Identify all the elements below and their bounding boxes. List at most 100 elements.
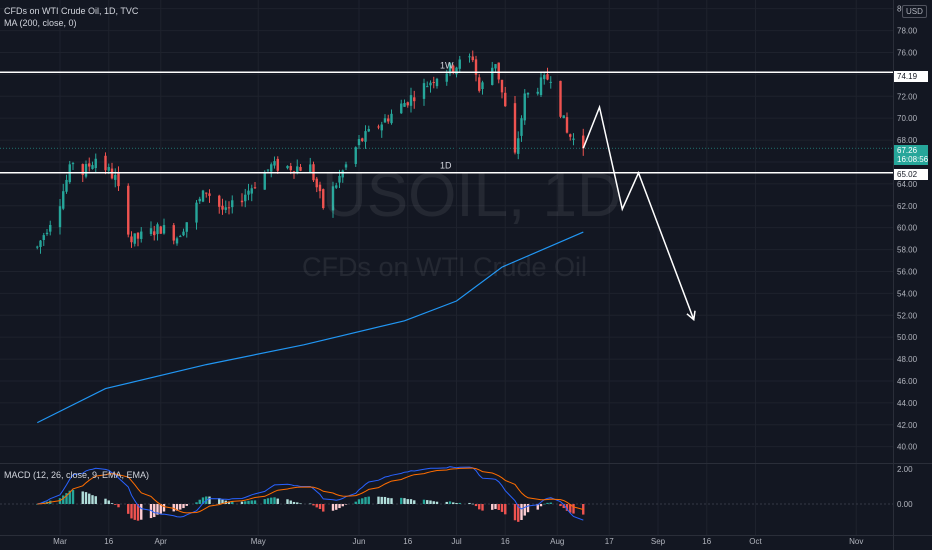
macd-histogram-bar [380,496,383,504]
macd-histogram-bar [250,500,253,504]
price-tick-label: 76.00 [897,48,918,57]
price-tick-label: 78.00 [897,27,918,36]
macd-histogram-bar [513,504,517,521]
candle-body [65,179,68,192]
time-tick-label: 16 [501,537,510,546]
candle-body [104,155,107,171]
macd-histogram-bar [367,496,370,504]
time-tick-label: Nov [849,537,863,546]
candle-body [289,166,292,171]
bar-countdown: 16:08:56 [897,155,929,164]
macd-histogram-bar [156,504,159,515]
macd-histogram-bar [409,499,413,504]
candle-body [409,95,413,106]
candle-body [468,56,471,58]
macd-histogram-bar [315,504,318,508]
candle-body [156,224,159,235]
macd-histogram-bar [526,504,530,513]
macd-histogram-bar [539,504,543,507]
macd-pane [0,466,893,522]
macd-histogram-bar [335,504,338,510]
macd-histogram-bar [270,497,273,504]
candle-body [526,92,530,95]
candle-body [179,236,182,238]
price-tick-label: 72.00 [897,92,918,101]
price-tick-label: 60.00 [897,224,918,233]
macd-tick-label: 0.00 [897,500,913,509]
macd-histogram-bar [471,503,474,505]
macd-histogram-bar [71,489,75,504]
macd-histogram-bar [88,493,91,504]
macd-histogram-bar [344,504,348,505]
candle-body [422,83,426,99]
candle-body [244,194,247,202]
macd-histogram-bar [562,504,565,509]
time-tick-label: Mar [53,537,67,546]
candle-body [357,139,361,146]
candle-body [546,74,549,80]
macd-histogram-bar [400,497,403,504]
macd-histogram-bar [130,504,133,519]
macd-histogram-bar [218,498,221,504]
ma-200-series [37,231,584,424]
macd-histogram-bar [292,501,296,504]
candle-body [478,77,481,91]
macd-histogram-bar [227,501,231,504]
price-tick-label: 42.00 [897,421,918,430]
time-axis: Mar 16 Apr May Jun 16 Jul 16 Aug 17 Sep 16 Oct Nov [53,537,863,546]
macd-histogram-bar [140,504,143,520]
candle-body [309,164,312,174]
candle-body [224,207,227,210]
macd-histogram-bar [195,502,198,504]
watermark-name: CFDs on WTI Crude Oil [302,252,588,282]
candle-body [227,207,231,209]
time-tick-label: Jul [451,537,461,546]
macd-histogram-bar [426,500,429,504]
macd-histogram-bar [322,504,325,512]
candle-body [338,175,341,183]
macd-histogram-bar [81,491,84,504]
support-price-tag: 65.02 [894,169,928,180]
candle-body [81,164,84,175]
macd-histogram-bar [318,504,322,509]
candle-body [562,115,565,119]
macd-histogram-bar [208,496,211,504]
candle-body [455,67,458,75]
candle-body [110,168,114,179]
candle-body [572,138,575,140]
macd-histogram-bar [201,497,205,504]
candle-body [205,192,208,194]
macd-histogram-bar [422,499,426,504]
macd-histogram-bar [244,501,247,504]
macd-histogram-bar [296,502,299,504]
macd-histogram-bar [549,502,552,504]
candle-body [208,193,211,196]
candle-body [344,164,348,168]
candle-body [539,77,543,96]
candle-body [413,97,416,102]
candle-body [159,226,162,234]
candle-body [481,82,484,90]
macd-histogram-bar [84,492,88,504]
candle-body [426,86,429,88]
candle-body [42,235,45,240]
time-tick-label: Sep [651,537,666,546]
macd-histogram-bar [36,504,39,505]
candle-body [520,118,523,136]
price-tick-label: 48.00 [897,355,918,364]
time-tick-label: Apr [155,537,168,546]
macd-histogram-bar [136,504,140,521]
candle-body [266,169,270,171]
macd-histogram-bar [117,504,120,508]
candle-body [400,103,403,114]
macd-histogram-bar [198,499,201,504]
macd-histogram-bar [114,504,117,505]
time-tick-label: May [251,537,266,546]
candle-body [383,118,387,123]
macd-histogram-bar [429,500,432,504]
time-tick-label: 16 [104,537,113,546]
macd-histogram-bar [266,498,270,504]
macd-histogram-bar [133,504,136,520]
currency-button[interactable]: USD [902,5,927,18]
